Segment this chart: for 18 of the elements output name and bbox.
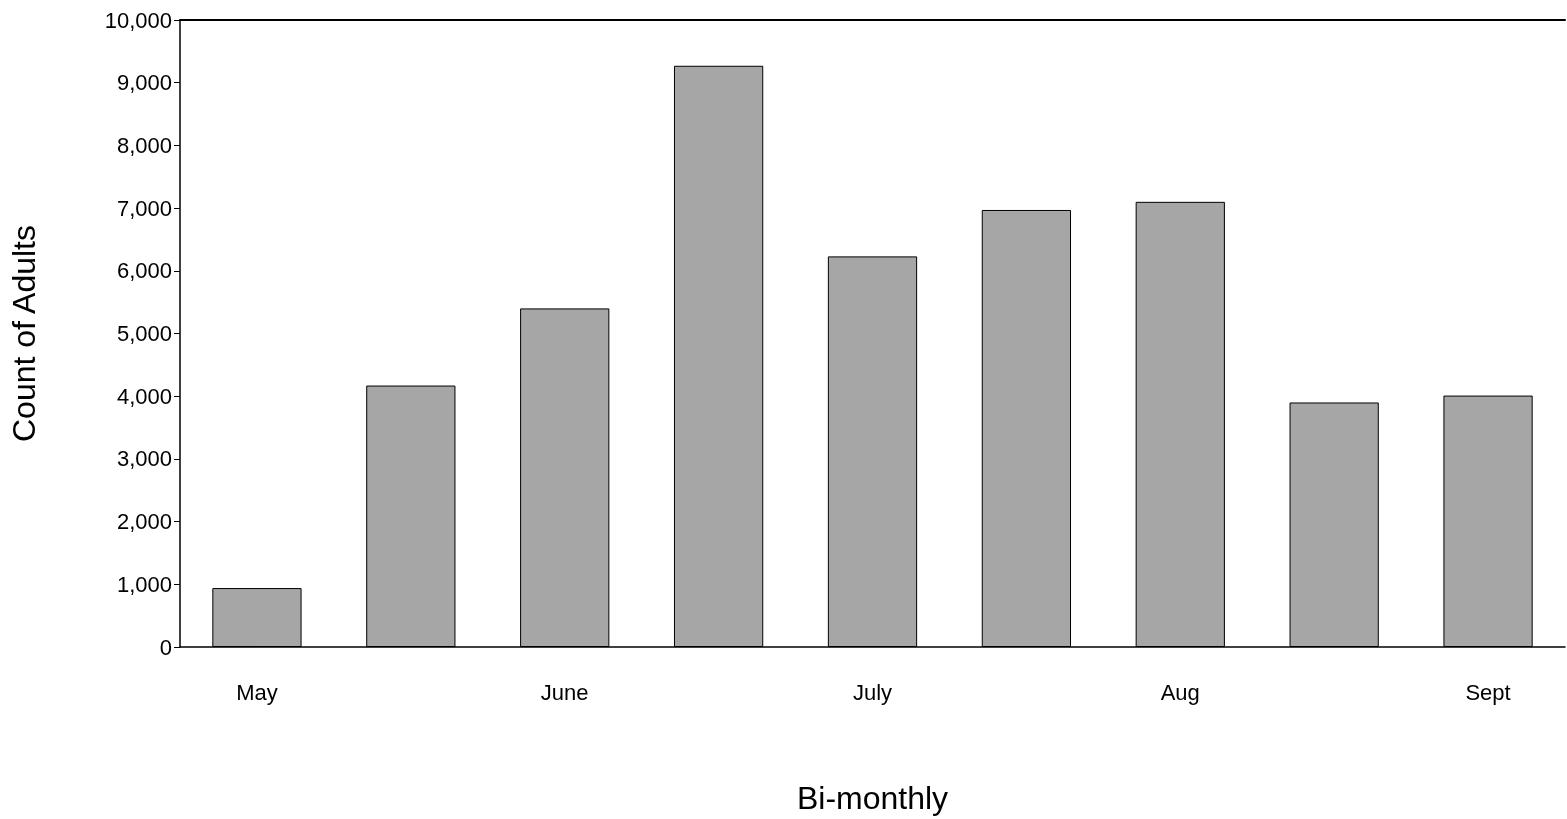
- y-tick-label: 6,000: [116, 258, 172, 284]
- y-tick-label: 7,000: [116, 195, 172, 221]
- y-tick-label: 3,000: [116, 446, 172, 472]
- y-tick-label: 1,000: [116, 571, 172, 597]
- x-tick-label: May: [236, 679, 278, 705]
- y-tick-label: 10,000: [104, 7, 172, 33]
- y-tick-label: 8,000: [116, 132, 172, 158]
- x-tick-label: Aug: [1160, 679, 1200, 705]
- x-axis-title: Bi-monthly: [796, 780, 949, 816]
- x-tick-label: Sept: [1465, 679, 1511, 705]
- y-tick-label: 5,000: [116, 321, 172, 346]
- y-axis-title: Count of Adults: [6, 224, 42, 443]
- x-tick-label: June: [540, 679, 589, 705]
- y-tick-label: 2,000: [116, 509, 172, 535]
- y-tick-label: 9,000: [116, 70, 172, 96]
- y-tick-label: 0: [159, 634, 172, 660]
- x-tick-label: July: [852, 679, 893, 705]
- y-tick-label: 4,000: [116, 383, 172, 409]
